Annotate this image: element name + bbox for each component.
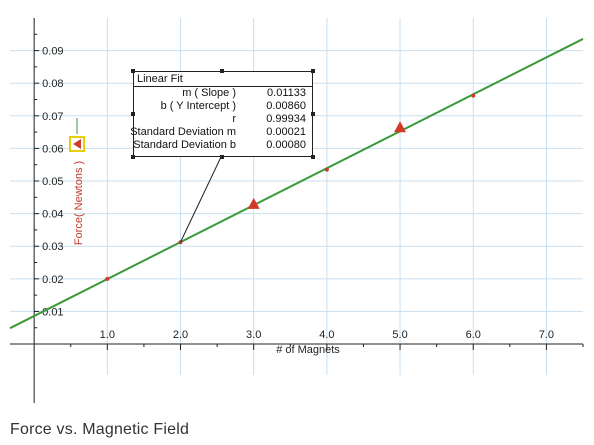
fit-line <box>9 38 584 330</box>
fit-line-group <box>9 38 584 330</box>
resize-handle[interactable] <box>220 155 224 159</box>
x-axis-label: # of Magnets <box>276 344 340 356</box>
x-tick-label: 1.0 <box>100 329 115 341</box>
data-point <box>324 167 329 172</box>
fit-box-title: Linear Fit <box>137 73 183 85</box>
y-tick-label: 0.02 <box>42 274 63 286</box>
linear-fit-box[interactable]: Linear Fit m ( Slope ) 0.01133 b ( Y Inter… <box>130 69 315 159</box>
fit-row: Standard Deviation m 0.00021 <box>130 126 312 139</box>
fit-row: r 0.99934 <box>134 113 312 126</box>
x-tick-label: 6.0 <box>466 329 481 341</box>
fit-box-leader-line <box>180 156 222 243</box>
data-point <box>471 93 476 98</box>
x-tick-label: 5.0 <box>392 329 407 341</box>
y-tick-label: 0.07 <box>42 111 63 123</box>
y-tick-label: 0.09 <box>42 46 63 58</box>
x-tick-label: 2.0 <box>173 329 188 341</box>
data-point <box>178 240 183 245</box>
y-tick-labels: 0.01 0.02 0.03 0.04 0.05 0.06 0.07 0.08 0.09 <box>42 46 63 319</box>
fit-row-name: Standard Deviation m <box>130 126 236 138</box>
fit-row: m ( Slope ) 0.01133 <box>134 87 312 100</box>
resize-handle[interactable] <box>131 112 135 116</box>
resize-handle[interactable] <box>131 155 135 159</box>
data-point <box>247 197 260 209</box>
fit-row-value: 0.00080 <box>266 139 306 151</box>
fit-row-name: m ( Slope ) <box>182 87 236 99</box>
y-tick-label: 0.01 <box>42 306 63 318</box>
legend-triangle-icon <box>73 139 81 149</box>
fit-row-value: 0.01133 <box>267 87 306 99</box>
fit-box-divider <box>134 86 312 87</box>
x-tick-label: 7.0 <box>539 329 554 341</box>
axes <box>10 18 584 403</box>
y-tick-label: 0.03 <box>42 241 63 253</box>
resize-handle[interactable] <box>311 112 315 116</box>
fit-row-value: 0.99934 <box>266 113 306 125</box>
data-point <box>105 276 110 281</box>
resize-handle[interactable] <box>220 69 224 73</box>
fit-row: b ( Y Intercept ) 0.00860 <box>134 100 312 113</box>
data-point <box>394 121 407 133</box>
fit-row-value: 0.00021 <box>266 126 306 138</box>
resize-handle[interactable] <box>311 155 315 159</box>
y-tick-label: 0.08 <box>42 78 63 90</box>
chart-caption: Force vs. Magnetic Field <box>10 421 190 438</box>
y-tick-label: 0.05 <box>42 176 63 188</box>
fit-box-leader <box>180 156 222 243</box>
x-tick-label: 4.0 <box>319 329 334 341</box>
resize-handle[interactable] <box>311 69 315 73</box>
fit-row-name: b ( Y Intercept ) <box>160 100 236 112</box>
fit-row-name: Standard Deviation b <box>133 139 236 151</box>
y-axis-label: Force( Newtons ) <box>73 161 85 245</box>
chart-plot: 1.0 2.0 3.0 4.0 5.0 6.0 7.0 0.010.020.030.040.… <box>9 18 584 403</box>
data-points <box>105 93 476 281</box>
fit-row-name: r <box>232 113 236 125</box>
x-tick-label: 3.0 <box>246 329 261 341</box>
y-tick-label: 0.06 <box>42 143 63 155</box>
x-tick-labels: 1.0 2.0 3.0 4.0 5.0 6.0 7.0 <box>100 329 554 341</box>
fit-row-value: 0.00860 <box>266 100 306 112</box>
y-tick-label: 0.04 <box>42 209 63 221</box>
resize-handle[interactable] <box>131 69 135 73</box>
legend-marker-box[interactable] <box>69 136 85 152</box>
fit-row: Standard Deviation b 0.00080 <box>133 139 312 152</box>
